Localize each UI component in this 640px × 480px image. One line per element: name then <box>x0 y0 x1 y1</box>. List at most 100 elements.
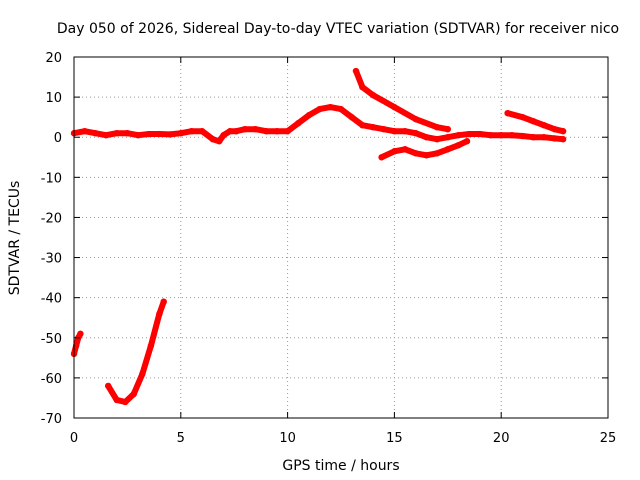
data-point <box>220 132 227 139</box>
y-tick-label: -20 <box>41 211 62 226</box>
data-point <box>352 67 360 75</box>
y-tick-label: 0 <box>54 131 62 146</box>
data-point <box>102 132 110 139</box>
y-tick-label: -60 <box>41 372 62 387</box>
data-point <box>359 83 366 91</box>
data-point <box>156 130 163 138</box>
data-point <box>401 128 409 135</box>
y-tick-label: -40 <box>41 292 62 307</box>
data-point <box>412 115 419 123</box>
data-point <box>412 130 419 137</box>
data-point <box>433 123 441 131</box>
y-tick-label: 10 <box>45 91 62 106</box>
data-point <box>391 103 398 111</box>
data-point <box>124 130 131 137</box>
plot-frame <box>73 56 609 419</box>
data-point <box>273 128 281 135</box>
data-point <box>72 342 80 349</box>
data-point <box>166 131 174 138</box>
data-point <box>504 109 511 117</box>
data-point <box>530 134 537 141</box>
data-point <box>295 119 302 127</box>
x-tick-label: 15 <box>386 431 403 446</box>
series-layer <box>70 67 567 406</box>
data-point <box>216 138 223 145</box>
data-point <box>233 128 240 135</box>
data-point <box>519 113 526 121</box>
data-point <box>444 126 451 133</box>
data-point <box>188 128 195 135</box>
data-point <box>444 146 451 153</box>
x-axis-label: GPS time / hours <box>282 458 399 474</box>
data-point <box>423 134 430 141</box>
data-point <box>508 132 516 139</box>
series-line-trace-b <box>105 298 167 405</box>
data-point <box>378 154 385 161</box>
data-point <box>530 117 537 125</box>
data-point <box>412 150 419 157</box>
data-point <box>498 132 505 139</box>
chart-title: Day 050 of 2026, Sidereal Day-to-day VTE… <box>57 21 619 37</box>
data-point <box>92 130 99 137</box>
data-point <box>177 130 184 137</box>
data-point <box>359 121 366 129</box>
y-tick-label: -50 <box>41 332 62 347</box>
data-point <box>327 103 334 111</box>
x-tick-label: 0 <box>70 431 78 446</box>
data-point <box>559 128 567 135</box>
x-tick-label: 20 <box>493 431 510 446</box>
y-axis-label: SDTVAR / TECUs <box>7 181 23 296</box>
data-point <box>348 113 355 121</box>
x-tick-label: 10 <box>279 431 296 446</box>
data-point <box>139 370 146 378</box>
data-point <box>433 136 441 143</box>
data-point <box>465 130 473 138</box>
data-point <box>455 132 462 139</box>
data-point <box>113 130 120 137</box>
data-point <box>113 396 120 404</box>
data-point <box>147 342 155 349</box>
data-point <box>559 136 567 143</box>
x-tick-label: 25 <box>600 431 617 446</box>
data-point <box>463 138 471 145</box>
data-point <box>252 126 259 133</box>
data-point <box>77 330 84 337</box>
data-point <box>160 298 167 305</box>
data-point <box>305 111 313 119</box>
data-point <box>337 105 345 113</box>
data-point <box>444 134 451 141</box>
data-point <box>263 128 270 135</box>
data-point <box>134 132 142 139</box>
data-point <box>284 128 291 135</box>
data-point <box>156 310 163 317</box>
data-point <box>209 136 217 143</box>
y-tick-label: -10 <box>41 171 62 186</box>
data-point <box>122 398 129 406</box>
data-point <box>369 123 377 131</box>
data-point <box>241 126 249 133</box>
data-point <box>81 128 88 135</box>
y-tick-label: -30 <box>41 252 62 267</box>
data-point <box>551 135 558 142</box>
data-point <box>145 130 152 138</box>
data-point <box>130 390 138 398</box>
data-point <box>487 132 494 139</box>
data-point <box>226 128 234 135</box>
data-point <box>316 105 323 113</box>
data-point <box>540 134 548 141</box>
data-point <box>104 382 112 390</box>
data-point <box>369 91 377 99</box>
series-line-trace-d <box>353 68 451 133</box>
data-point <box>519 132 526 140</box>
data-point <box>198 128 206 135</box>
data-point <box>391 128 398 135</box>
data-point <box>433 150 441 157</box>
data-point <box>540 121 548 129</box>
data-point <box>380 126 387 133</box>
x-tick-label: 5 <box>177 431 185 446</box>
y-tick-label: -70 <box>41 412 62 427</box>
data-point <box>391 148 398 155</box>
axis-ticks: 0 5 10 15 20 25 -70 -60 -50 -40 -30 -20 -10 0 10 20 <box>41 51 617 446</box>
data-point <box>401 146 409 153</box>
